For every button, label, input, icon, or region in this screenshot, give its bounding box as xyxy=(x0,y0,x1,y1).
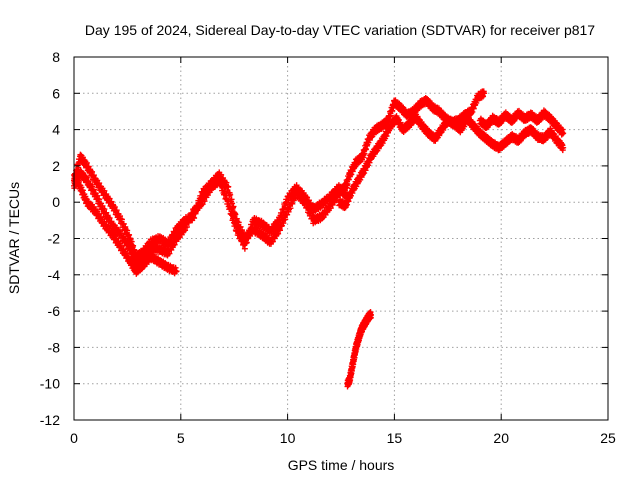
y-tick-label: -10 xyxy=(40,376,60,392)
data-points xyxy=(71,88,567,390)
y-tick-label: 8 xyxy=(52,49,60,65)
track-c-point xyxy=(232,221,239,228)
track-c-point xyxy=(249,224,255,231)
x-tick-label: 10 xyxy=(280,430,296,446)
track-c-point xyxy=(127,245,134,252)
y-tick-label: -2 xyxy=(48,231,61,247)
y-tick-label: 0 xyxy=(52,194,60,210)
y-tick-label: 6 xyxy=(52,85,60,101)
y-tick-label: 2 xyxy=(52,158,60,174)
y-tick-label: -8 xyxy=(48,339,61,355)
track-b-point xyxy=(225,183,232,190)
x-tick-label: 15 xyxy=(387,430,403,446)
track-c-point xyxy=(230,214,237,221)
track-b-point xyxy=(126,231,133,238)
track-c-point xyxy=(227,204,234,211)
chart-title: Day 195 of 2024, Sidereal Day-to-day VTE… xyxy=(85,22,595,38)
x-tick-label: 20 xyxy=(493,430,509,446)
x-tick-label: 25 xyxy=(600,430,616,446)
track-b-point xyxy=(289,200,296,207)
y-tick-label: -4 xyxy=(48,267,61,283)
y-tick-label: -12 xyxy=(40,412,60,428)
track-b-point xyxy=(277,227,284,234)
y-tick-label: -6 xyxy=(48,303,61,319)
track-c-point xyxy=(220,184,227,191)
track-b-point xyxy=(227,191,234,198)
track-c-point xyxy=(225,197,232,204)
x-axis-label: GPS time / hours xyxy=(288,457,395,473)
x-tick-label: 0 xyxy=(70,430,78,446)
y-tick-label: 4 xyxy=(52,122,60,138)
track-b-point xyxy=(120,220,127,227)
track-a-point xyxy=(173,268,180,275)
track-c-point xyxy=(243,239,250,246)
track-c-point xyxy=(241,245,248,252)
x-tick-label: 5 xyxy=(177,430,185,446)
track-b-point xyxy=(237,223,244,230)
track-c-point xyxy=(126,241,133,248)
y-axis-label: SDTVAR / TECUs xyxy=(6,182,22,294)
track-c-point xyxy=(277,217,284,224)
